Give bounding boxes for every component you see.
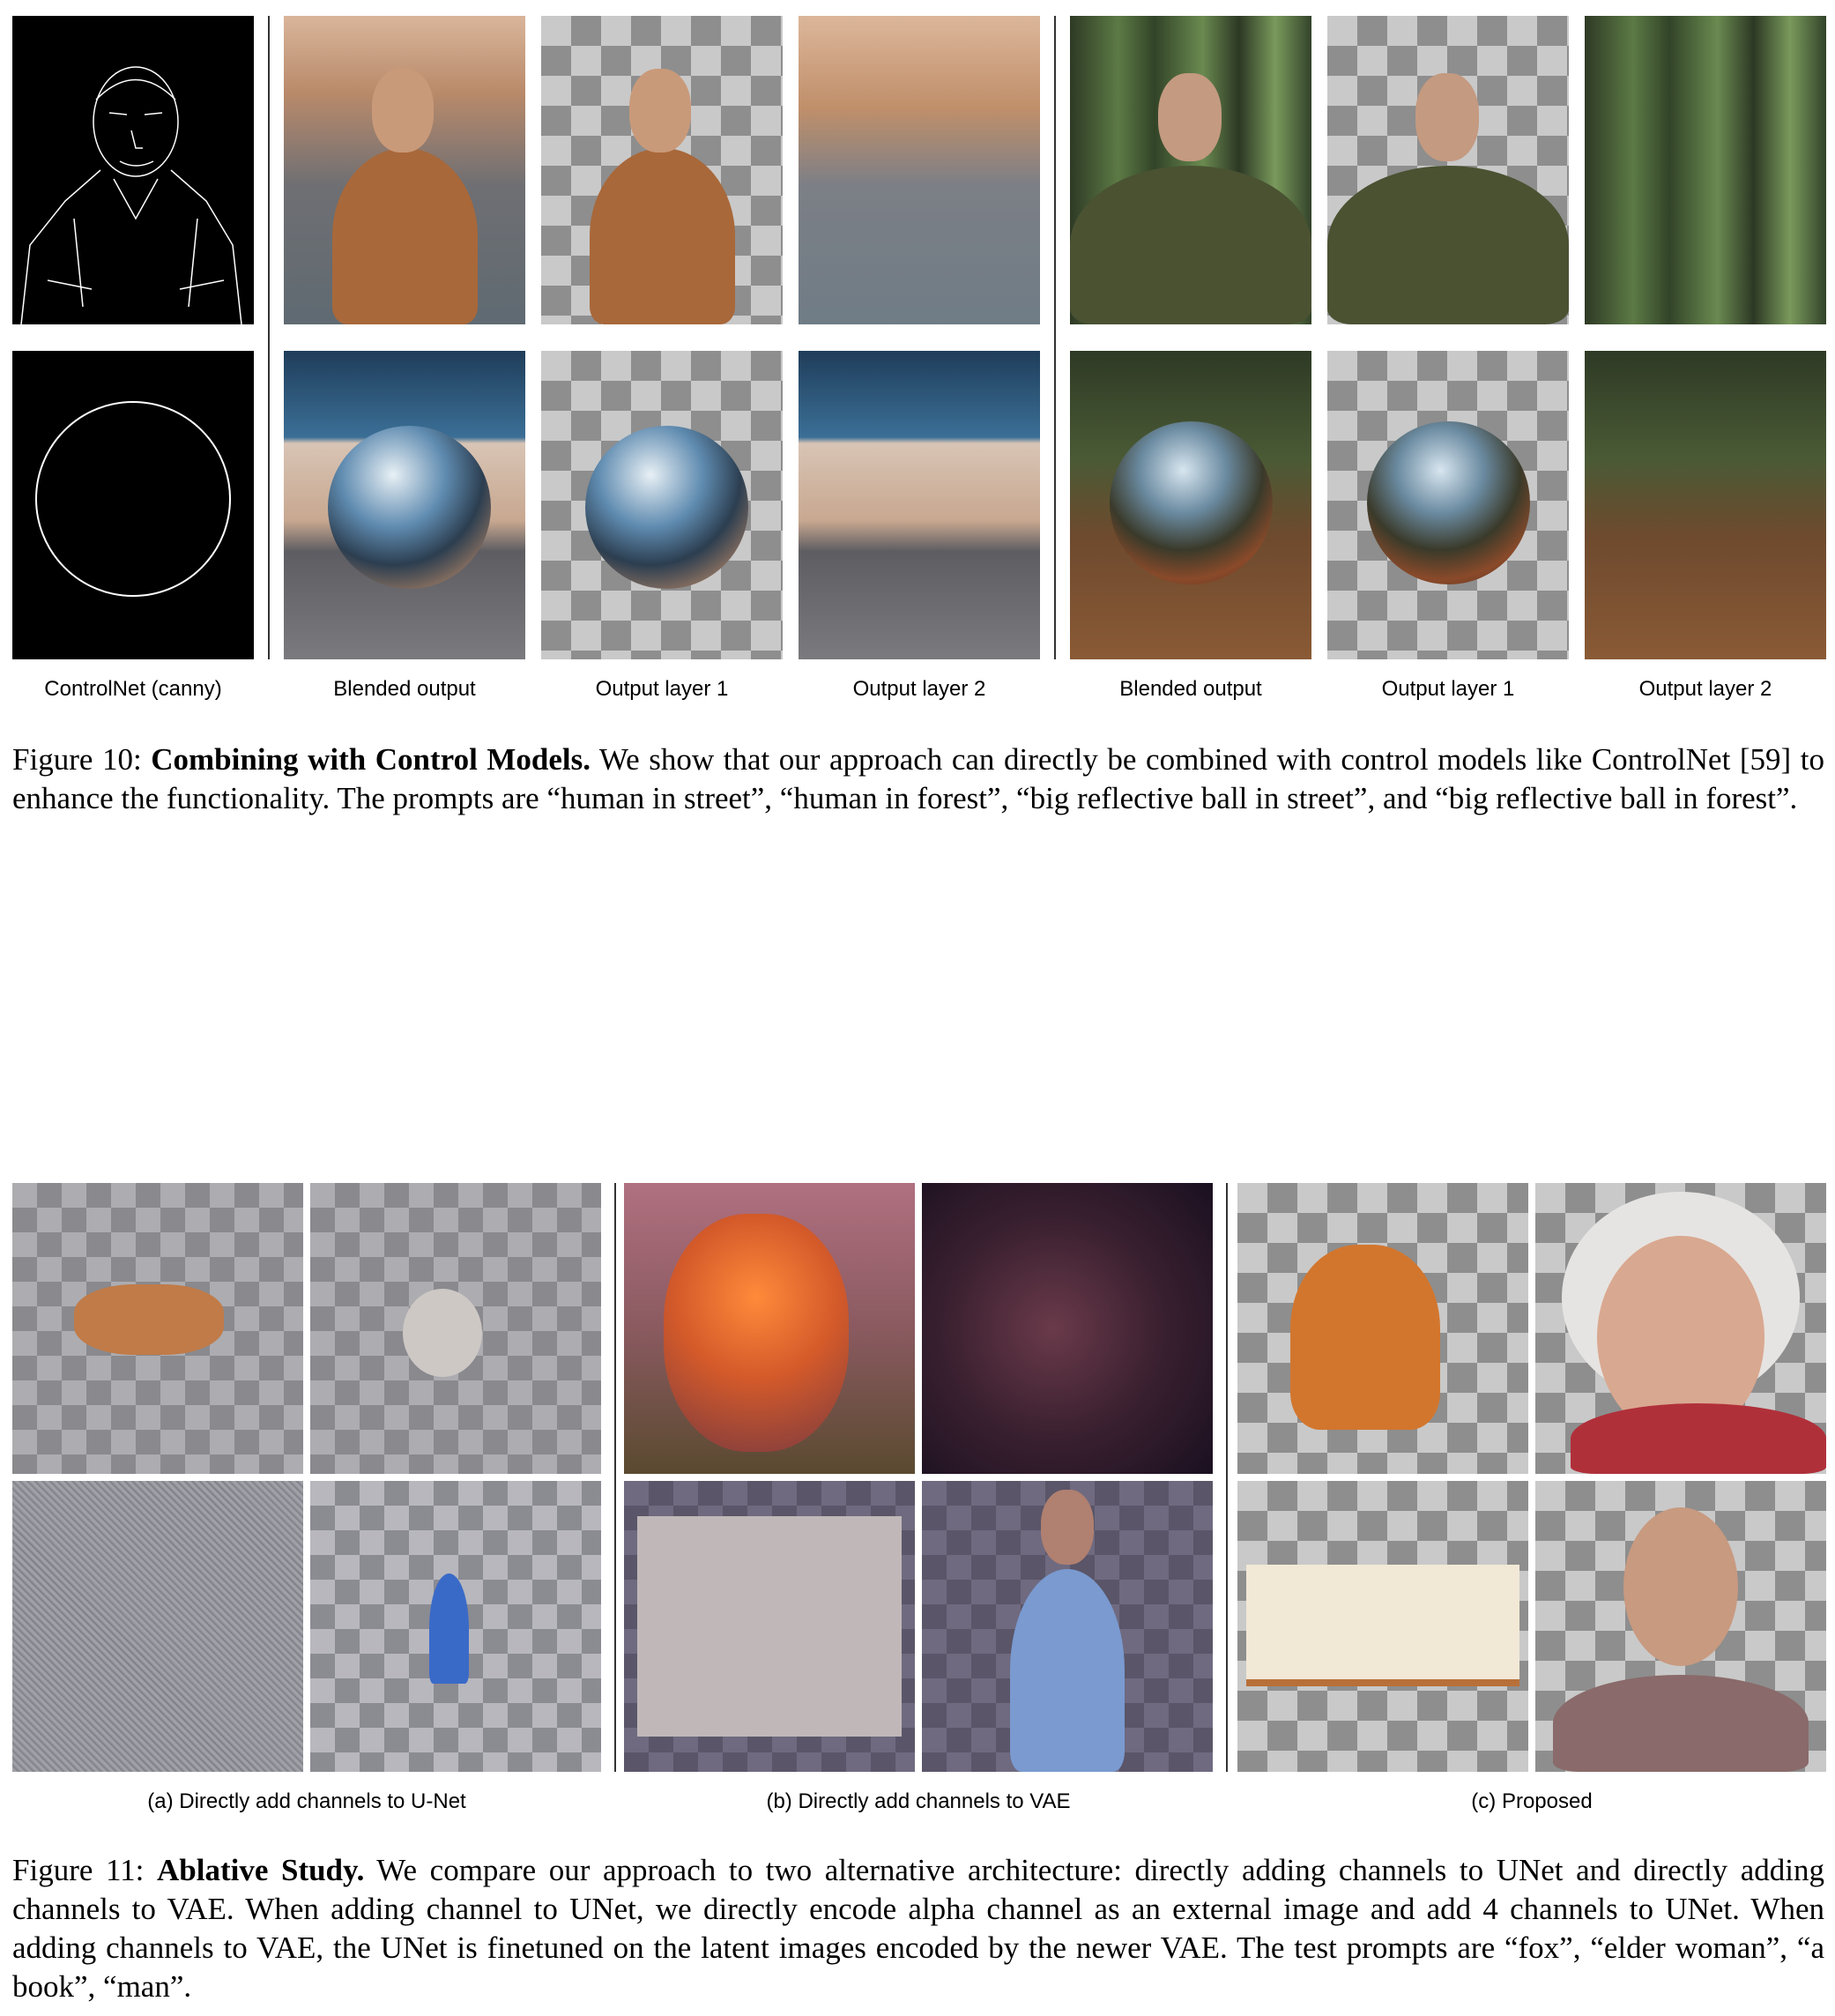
output-layer-2-forest (1585, 16, 1826, 324)
label-blended-output-2: Blended output (1119, 677, 1262, 701)
proposed-man (1535, 1481, 1826, 1772)
person (590, 148, 735, 324)
head (1158, 73, 1222, 161)
fox-figure (664, 1214, 849, 1452)
book-figure (637, 1516, 902, 1737)
unet-man (310, 1481, 601, 1772)
reflective-ball (1367, 421, 1530, 584)
output-layer-1-human-street (541, 16, 783, 324)
proposed-book (1237, 1481, 1528, 1772)
person (1327, 166, 1569, 324)
man-figure (429, 1573, 469, 1684)
reflective-ball (328, 426, 491, 589)
reflective-ball (585, 426, 748, 589)
blended-output-human-street (284, 16, 525, 324)
output-layer-1-ball-street (541, 351, 783, 659)
vae-man (922, 1481, 1213, 1772)
man-figure (1010, 1569, 1125, 1772)
controlnet-canny-human (12, 16, 254, 324)
label-unet: (a) Directly add channels to U-Net (147, 1789, 466, 1813)
label-output-layer-1-1: Output layer 1 (595, 677, 729, 701)
controlnet-canny-circle (12, 351, 254, 659)
blended-output-human-forest (1070, 16, 1311, 324)
blended-output-ball-street (284, 351, 525, 659)
head (629, 69, 691, 153)
fox-figure (74, 1284, 224, 1355)
divider-vertical (268, 16, 270, 659)
book-figure (1246, 1565, 1519, 1686)
vae-book (624, 1481, 915, 1772)
shoulders (1571, 1403, 1826, 1474)
head (1415, 73, 1479, 161)
output-layer-1-ball-forest (1327, 351, 1569, 659)
output-layer-2-street-ball (799, 351, 1040, 659)
label-controlnet-canny: ControlNet (canny) (44, 677, 222, 701)
vae-fox (624, 1183, 915, 1474)
person (332, 148, 478, 324)
caption-prefix: Figure 11: (12, 1853, 157, 1887)
caption-title: Ablative Study. (157, 1853, 365, 1887)
head (372, 69, 434, 153)
label-output-layer-2-2: Output layer 2 (1638, 677, 1772, 701)
caption-body: We show that our approach can directly b… (12, 742, 1824, 815)
head (1041, 1490, 1094, 1565)
divider-vertical (1226, 1183, 1228, 1772)
fox-figure (1290, 1245, 1440, 1430)
caption-title: Combining with Control Models. (151, 742, 591, 777)
proposed-elder-woman (1535, 1183, 1826, 1474)
label-vae: (b) Directly add channels to VAE (766, 1789, 1071, 1813)
caption-prefix: Figure 10: (12, 742, 152, 777)
divider-vertical (614, 1183, 616, 1772)
person (1070, 166, 1311, 324)
face (1623, 1507, 1738, 1666)
output-layer-2-forest-floor (1585, 351, 1826, 659)
divider-vertical (1054, 16, 1056, 659)
unet-elder-woman (310, 1183, 601, 1474)
output-layer-1-human-forest (1327, 16, 1569, 324)
reflective-ball (1110, 421, 1273, 584)
shoulders (1553, 1675, 1809, 1772)
unet-fox (12, 1183, 303, 1474)
label-proposed: (c) Proposed (1471, 1789, 1593, 1813)
label-blended-output-1: Blended output (333, 677, 476, 701)
canny-edge-circle (35, 401, 231, 597)
vae-elder-woman (922, 1183, 1213, 1474)
woman-figure (403, 1289, 482, 1377)
label-output-layer-1-2: Output layer 1 (1381, 677, 1515, 701)
unet-book (12, 1481, 303, 1772)
figure-10-caption: Figure 10: Combining with Control Models… (12, 740, 1824, 818)
label-output-layer-2-1: Output layer 2 (852, 677, 986, 701)
proposed-fox (1237, 1183, 1528, 1474)
blended-output-ball-forest (1070, 351, 1311, 659)
output-layer-2-street (799, 16, 1040, 324)
canny-edge-portrait (20, 66, 242, 324)
figure-11-caption: Figure 11: Ablative Study. We compare ou… (12, 1851, 1824, 2006)
caption-body: We compare our approach to two alternati… (12, 1853, 1824, 2004)
